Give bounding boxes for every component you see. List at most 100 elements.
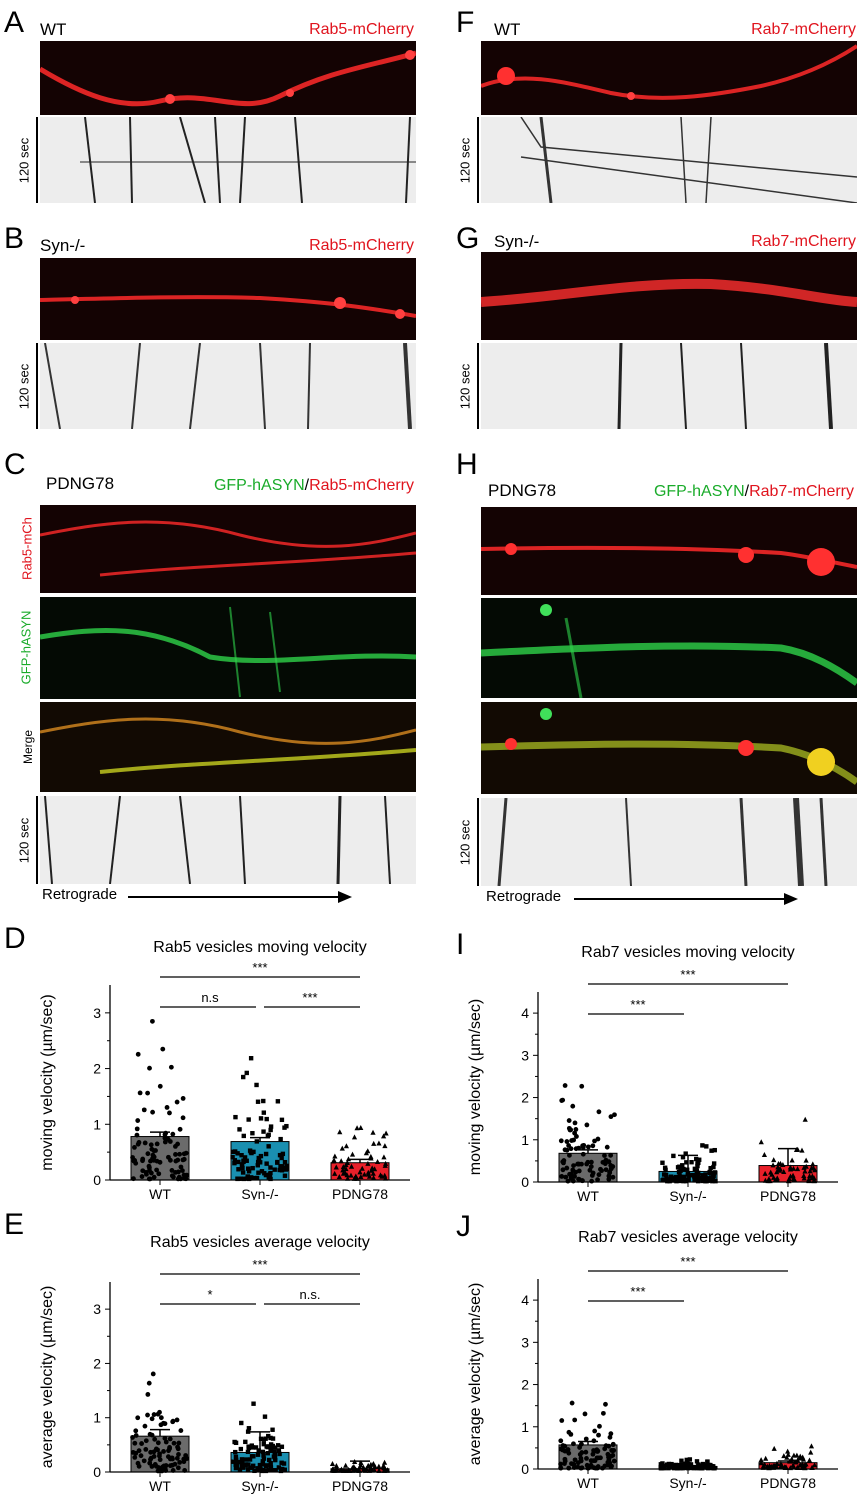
data-point [576,1161,582,1167]
data-point [279,1155,284,1161]
panel-letter-f: F [456,6,475,39]
data-point [152,1436,158,1442]
data-point [608,1464,614,1470]
data-point [592,1138,597,1144]
data-point [681,1174,687,1180]
data-point [262,1414,268,1419]
data-point [260,1459,266,1464]
data-point [381,1154,387,1160]
panel-letter-c: C [4,448,26,481]
data-point [281,1165,286,1171]
data-point [351,1464,357,1470]
y-tick-label: 1 [521,1419,529,1435]
data-point [799,1147,805,1153]
data-point [670,1465,675,1470]
data-point [265,1451,271,1456]
data-point [607,1434,613,1440]
data-point [566,1118,572,1123]
x-tick-label: PDNG78 [332,1186,388,1200]
data-point [567,1152,572,1158]
data-point [585,1144,591,1150]
data-point [245,1166,251,1171]
data-point [268,1127,273,1133]
chart-title: Rab7 vesicles average velocity [578,1229,798,1246]
data-point [572,1120,578,1126]
data-point [704,1178,709,1184]
data-point [566,1143,572,1148]
data-point [590,1451,596,1457]
data-point [275,1159,280,1165]
data-point [260,1462,266,1467]
data-point [150,1371,156,1377]
y-tick-label: 3 [521,1047,529,1063]
data-point [178,1428,184,1433]
data-point [713,1178,718,1184]
data-point [245,1449,251,1455]
data-point [246,1169,252,1174]
data-point [233,1457,239,1462]
data-point [176,1174,182,1180]
y-tick-label: 2 [521,1377,529,1393]
data-point [235,1151,240,1156]
data-point [157,1409,162,1415]
data-point [602,1463,608,1469]
data-point [591,1438,597,1444]
data-point [241,1074,246,1080]
data-point [606,1159,612,1165]
data-point [165,1454,171,1460]
data-point [370,1175,377,1181]
data-point [559,1098,565,1103]
data-point [771,1174,777,1180]
y-tick-label: 3 [521,1334,529,1350]
data-point [673,1174,679,1180]
x-tick-label: Syn-/- [241,1478,279,1494]
y-tick-label: 0 [93,1464,101,1480]
data-point [711,1164,716,1170]
panel-h-marker: GFP-hASYN/Rab7-mCherry [653,483,854,500]
data-point [793,1147,800,1153]
error-bar [778,1460,798,1463]
data-point [162,1435,168,1441]
y-tick-label: 2 [521,1090,529,1106]
data-point [596,1109,602,1115]
data-point [239,1457,245,1462]
data-point [277,1152,283,1158]
gfp-hasyn-green-channel-image [40,597,416,699]
retrograde-label: Retrograde [486,888,562,905]
data-point [252,1468,257,1474]
data-point [247,1148,253,1153]
data-point [176,1452,181,1457]
data-point [370,1129,376,1135]
row-label-gfp-hasyn: GFP-hASYN [18,610,34,685]
data-point [243,1457,249,1462]
data-point [142,1423,148,1429]
data-point [345,1156,352,1162]
data-point [579,1441,584,1447]
x-tick-label: Syn-/- [241,1186,279,1200]
panel-c-time-label: 120 sec [16,817,32,864]
x-tick-label: PDNG78 [760,1475,816,1491]
data-point [168,1064,174,1070]
data-point [358,1174,364,1180]
data-point [700,1176,706,1182]
x-tick-label: Syn-/- [669,1475,707,1491]
data-point [235,1176,240,1182]
panel-letter-a: A [4,6,25,39]
data-point [794,1166,801,1172]
data-point [688,1462,694,1467]
data-point [676,1169,682,1175]
significance-label: *** [680,967,695,982]
data-point [801,1175,807,1181]
data-point [588,1164,594,1169]
data-point [808,1443,815,1449]
data-point [233,1449,238,1455]
y-tick-label: 0 [521,1174,529,1190]
data-point [808,1449,814,1455]
merge-channel-image [481,702,857,794]
data-point [280,1151,286,1157]
data-point [564,1139,570,1144]
data-point [583,1449,589,1455]
panel-a-marker: Rab5-mCherry [309,21,414,38]
data-point [583,1436,589,1442]
data-point [675,1165,681,1170]
